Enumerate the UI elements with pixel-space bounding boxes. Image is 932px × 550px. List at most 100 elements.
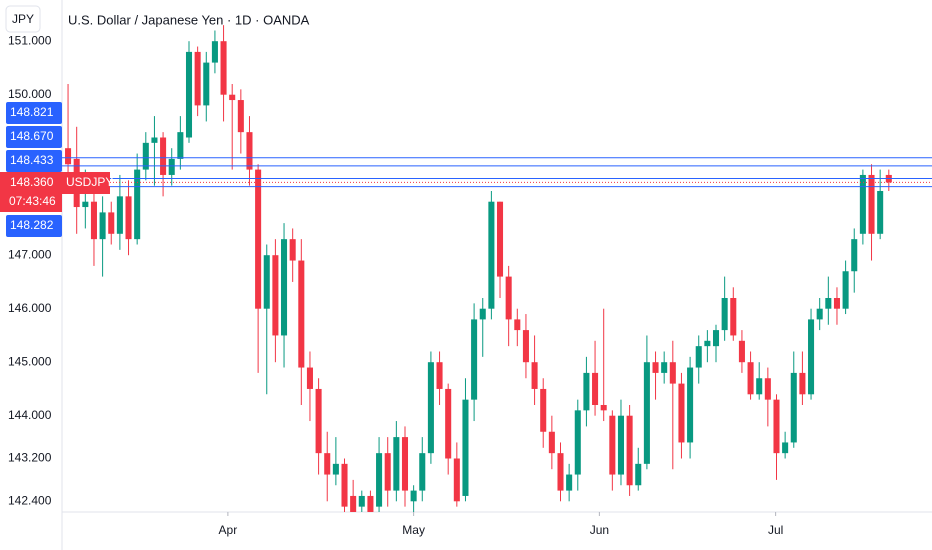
candle-body <box>393 437 400 491</box>
candle-body <box>851 239 858 272</box>
candle-body <box>859 174 866 234</box>
candle-body <box>350 495 357 512</box>
candle-body <box>635 463 642 486</box>
y-tick-label: 145.000 <box>8 354 52 368</box>
candle-body <box>401 437 409 491</box>
candle-body <box>868 174 875 234</box>
candle-body <box>211 41 218 63</box>
candle-body <box>229 94 236 101</box>
candle-body <box>255 169 262 309</box>
candle-body <box>825 297 832 309</box>
candle-body <box>704 340 711 347</box>
candle-body <box>367 495 374 512</box>
candle-body <box>108 212 115 234</box>
candle-body <box>799 372 806 395</box>
candle-body <box>341 463 348 507</box>
candle-body <box>246 132 253 170</box>
y-tick-label: 150.000 <box>8 87 52 101</box>
candle-body <box>419 453 426 491</box>
candle-body <box>566 474 573 491</box>
candle-body <box>574 410 581 475</box>
candle-body <box>842 271 849 309</box>
chart-title: U.S. Dollar / Japanese Yen · 1D · OANDA <box>68 12 310 27</box>
candle-body <box>626 415 633 486</box>
candle-body <box>142 142 149 170</box>
candle-body <box>661 362 668 373</box>
candle-body <box>462 399 469 496</box>
candle-body <box>65 148 72 165</box>
candle-body <box>436 362 443 389</box>
candle-body <box>790 372 797 443</box>
candle-body <box>237 100 244 133</box>
candle-body <box>747 362 754 395</box>
symbol-box <box>62 172 110 194</box>
y-tick-label: 142.400 <box>8 493 52 507</box>
candle-body <box>358 495 365 507</box>
candle-body <box>125 196 132 240</box>
candle-body <box>427 362 434 454</box>
candle-body <box>808 319 815 395</box>
candle-body <box>453 458 460 502</box>
x-tick-label: Jul <box>768 523 783 537</box>
candle-body <box>557 453 564 491</box>
candle-body <box>497 201 504 277</box>
candle-body <box>592 372 599 405</box>
candle-body <box>522 330 529 363</box>
candle-body <box>90 201 97 240</box>
candle-body <box>695 346 702 368</box>
candle-body <box>445 388 452 459</box>
y-tick-label: 146.000 <box>8 301 52 315</box>
current-price-label: 148.360 <box>10 175 54 189</box>
candle-body <box>203 62 210 106</box>
candle-body <box>471 319 478 400</box>
currency-box[interactable] <box>5 5 41 33</box>
price-label-box <box>6 126 62 148</box>
candle-body <box>721 297 728 331</box>
current-price-box <box>0 172 62 212</box>
candle-body <box>756 378 763 395</box>
x-tick-label: May <box>402 523 425 537</box>
candle-body <box>177 132 184 159</box>
candle-body <box>281 239 288 336</box>
candle-body <box>116 196 123 234</box>
candle-body <box>833 297 840 309</box>
candle-body <box>263 255 270 309</box>
candle-body <box>324 453 331 475</box>
candle-body <box>678 383 685 443</box>
candle-body <box>643 362 650 464</box>
price-label-box <box>6 215 62 237</box>
candle-body <box>168 158 175 175</box>
candle-body <box>479 308 486 320</box>
candle-body <box>384 453 391 491</box>
candle-body <box>600 404 607 411</box>
countdown: 07:43:46 <box>9 194 56 208</box>
candle-body <box>764 378 771 400</box>
candle-body <box>548 431 555 454</box>
price-label: 148.282 <box>10 218 54 232</box>
candle-body <box>160 137 167 175</box>
candle-body <box>298 260 305 368</box>
candle-body <box>609 415 616 475</box>
candle-body <box>687 367 694 443</box>
candle-body <box>730 297 737 336</box>
candle-body <box>712 330 720 347</box>
candle-body <box>99 212 106 240</box>
candle-body <box>220 41 227 95</box>
y-tick-label: 143.200 <box>8 451 52 465</box>
candle-body <box>652 362 659 373</box>
price-label: 148.670 <box>10 129 54 143</box>
candle-body <box>151 137 158 143</box>
candle-body <box>488 201 495 309</box>
candle-body <box>82 201 89 208</box>
currency: JPY <box>12 12 34 26</box>
y-tick-label: 147.000 <box>8 247 52 261</box>
price-label-box <box>6 150 62 172</box>
candle-body <box>782 442 789 454</box>
candle-body <box>669 362 676 384</box>
candle-body <box>738 340 745 363</box>
candle-body <box>877 190 884 234</box>
symbol-label: USDJPY <box>66 175 113 189</box>
candle-body <box>134 169 141 240</box>
candle-body <box>185 51 193 138</box>
